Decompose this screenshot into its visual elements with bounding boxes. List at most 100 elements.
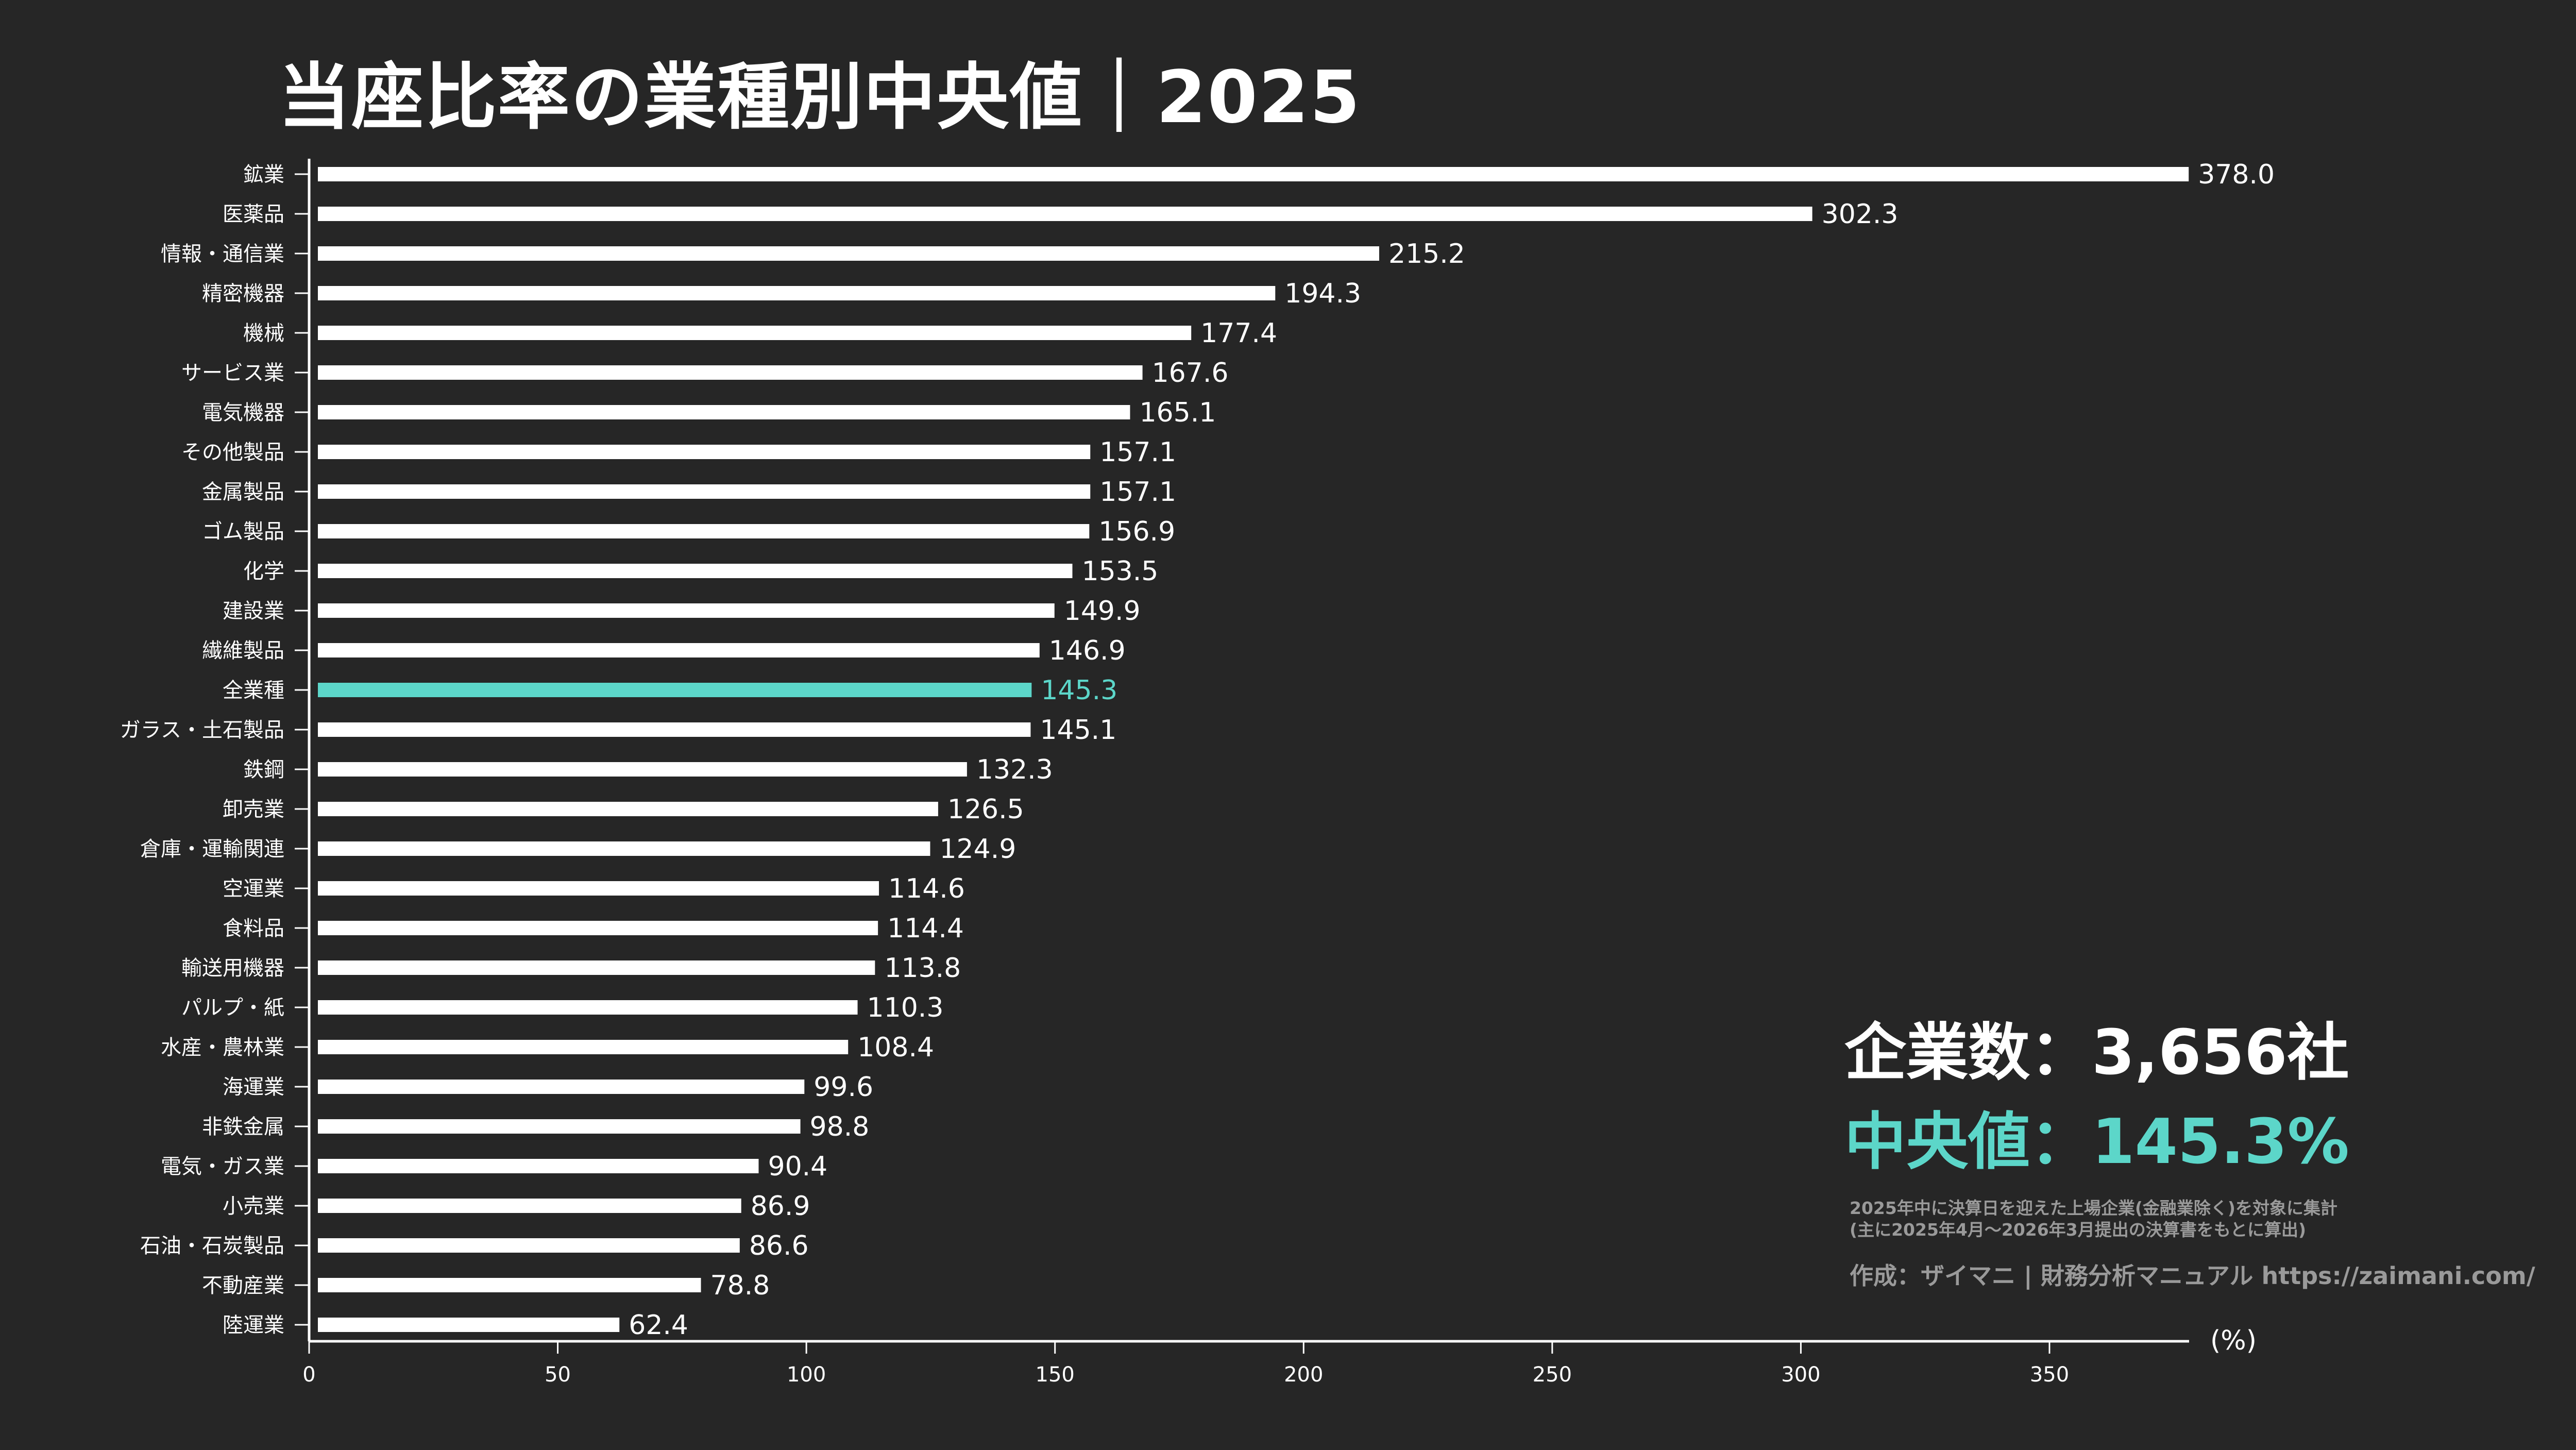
category-label: 電気・ガス業 bbox=[161, 1155, 284, 1178]
x-axis-unit: (%) bbox=[2210, 1325, 2257, 1356]
bar bbox=[318, 445, 1091, 459]
value-label: 165.1 bbox=[1139, 397, 1216, 428]
value-label: 98.8 bbox=[810, 1111, 870, 1142]
category-label: 倉庫・運輸関連 bbox=[140, 837, 284, 861]
bar bbox=[318, 167, 2189, 181]
category-label: 鉄鋼 bbox=[243, 758, 284, 782]
bar bbox=[318, 722, 1031, 737]
value-label: 78.8 bbox=[710, 1270, 770, 1301]
category-label: その他製品 bbox=[181, 441, 284, 464]
bar bbox=[318, 405, 1130, 419]
bar-highlight bbox=[318, 683, 1032, 697]
x-tick-label: 100 bbox=[787, 1363, 826, 1387]
value-label: 86.9 bbox=[751, 1191, 810, 1222]
x-tick-label: 50 bbox=[545, 1363, 571, 1387]
x-tick-label: 200 bbox=[1284, 1363, 1323, 1387]
value-label: 90.4 bbox=[768, 1151, 827, 1182]
bar bbox=[318, 1238, 740, 1253]
x-tick-label: 250 bbox=[1533, 1363, 1572, 1387]
value-label: 153.5 bbox=[1081, 556, 1158, 587]
note-line-2: (主に2025年4月～2026年3月提出の決算書をもとに算出) bbox=[1850, 1220, 2307, 1240]
category-label: 非鉄金属 bbox=[202, 1115, 284, 1139]
category-label: 海運業 bbox=[223, 1075, 284, 1099]
value-label: 86.6 bbox=[749, 1230, 809, 1261]
value-label: 146.9 bbox=[1049, 635, 1126, 666]
bar bbox=[318, 1318, 620, 1332]
category-label: 建設業 bbox=[223, 599, 284, 623]
x-tick-label: 300 bbox=[1781, 1363, 1820, 1387]
category-label: ゴム製品 bbox=[202, 520, 284, 544]
bar bbox=[318, 524, 1090, 538]
value-label: 145.3 bbox=[1041, 675, 1117, 706]
bar bbox=[318, 643, 1040, 657]
bar bbox=[318, 365, 1143, 380]
note-line-1: 2025年中に決算日を迎えた上場企業(金融業除く)を対象に集計 bbox=[1850, 1198, 2338, 1218]
bar bbox=[318, 881, 879, 896]
company-count: 企業数：3,656社 bbox=[1844, 1017, 2349, 1089]
value-label: 114.4 bbox=[887, 913, 964, 944]
bar bbox=[318, 564, 1073, 578]
bar bbox=[318, 603, 1055, 618]
bar bbox=[318, 1040, 849, 1054]
value-label: 114.6 bbox=[888, 873, 965, 904]
value-label: 302.3 bbox=[1822, 199, 1899, 230]
category-label: 水産・農林業 bbox=[161, 1036, 284, 1059]
value-label: 194.3 bbox=[1284, 278, 1361, 309]
value-label: 156.9 bbox=[1098, 516, 1175, 547]
value-label: 126.5 bbox=[947, 794, 1024, 825]
value-label: 149.9 bbox=[1064, 596, 1141, 627]
category-label: 情報・通信業 bbox=[161, 242, 284, 266]
value-label: 132.3 bbox=[976, 754, 1053, 785]
value-label: 124.9 bbox=[939, 834, 1016, 865]
category-label: 鉱業 bbox=[243, 163, 284, 187]
bar bbox=[318, 802, 938, 816]
category-label: 不動産業 bbox=[202, 1274, 284, 1297]
bar bbox=[318, 1159, 759, 1173]
category-label: 卸売業 bbox=[223, 798, 284, 821]
category-label: 石油・石炭製品 bbox=[140, 1234, 284, 1258]
value-label: 108.4 bbox=[857, 1032, 934, 1063]
bar bbox=[318, 326, 1192, 340]
bar bbox=[318, 207, 1812, 221]
category-label: 輸送用機器 bbox=[181, 956, 284, 980]
value-label: 157.1 bbox=[1099, 437, 1176, 468]
bar bbox=[318, 1119, 801, 1134]
chart-title: 当座比率の業種別中央値｜2025 bbox=[278, 56, 1361, 140]
bar bbox=[318, 960, 875, 975]
bar bbox=[318, 484, 1091, 499]
value-label: 157.1 bbox=[1099, 477, 1176, 508]
category-label: 医薬品 bbox=[223, 203, 284, 226]
value-label: 62.4 bbox=[629, 1310, 688, 1341]
category-label: 全業種 bbox=[223, 679, 284, 702]
value-label: 177.4 bbox=[1200, 318, 1277, 349]
value-label: 145.1 bbox=[1040, 715, 1116, 746]
value-label: 378.0 bbox=[2198, 159, 2275, 190]
category-label: 小売業 bbox=[223, 1194, 284, 1218]
bar bbox=[318, 1080, 805, 1094]
bar bbox=[318, 286, 1276, 300]
value-label: 110.3 bbox=[867, 992, 944, 1023]
category-label: 繊維製品 bbox=[202, 639, 284, 663]
value-label: 167.6 bbox=[1152, 358, 1229, 389]
credit-text: 作成：ザイマニ | 財務分析マニュアル https://zaimani.com/ bbox=[1850, 1262, 2535, 1290]
bar bbox=[318, 1199, 741, 1213]
x-tick-label: 0 bbox=[302, 1363, 315, 1387]
bar bbox=[318, 841, 930, 856]
category-label: サービス業 bbox=[181, 361, 284, 385]
category-label: パルプ・紙 bbox=[181, 996, 284, 1020]
value-label: 113.8 bbox=[884, 953, 961, 984]
category-label: 空運業 bbox=[223, 877, 284, 901]
category-label: 化学 bbox=[243, 560, 284, 583]
bar bbox=[318, 246, 1379, 261]
category-label: 電気機器 bbox=[202, 401, 284, 425]
value-label: 99.6 bbox=[814, 1072, 873, 1103]
x-tick-label: 350 bbox=[2030, 1363, 2069, 1387]
bar bbox=[318, 1000, 858, 1015]
median-value: 中央値：145.3% bbox=[1844, 1106, 2349, 1178]
category-label: 金属製品 bbox=[202, 480, 284, 504]
bar bbox=[318, 762, 967, 777]
bar bbox=[318, 1278, 701, 1292]
category-label: 精密機器 bbox=[202, 282, 284, 306]
category-label: ガラス・土石製品 bbox=[120, 718, 284, 742]
